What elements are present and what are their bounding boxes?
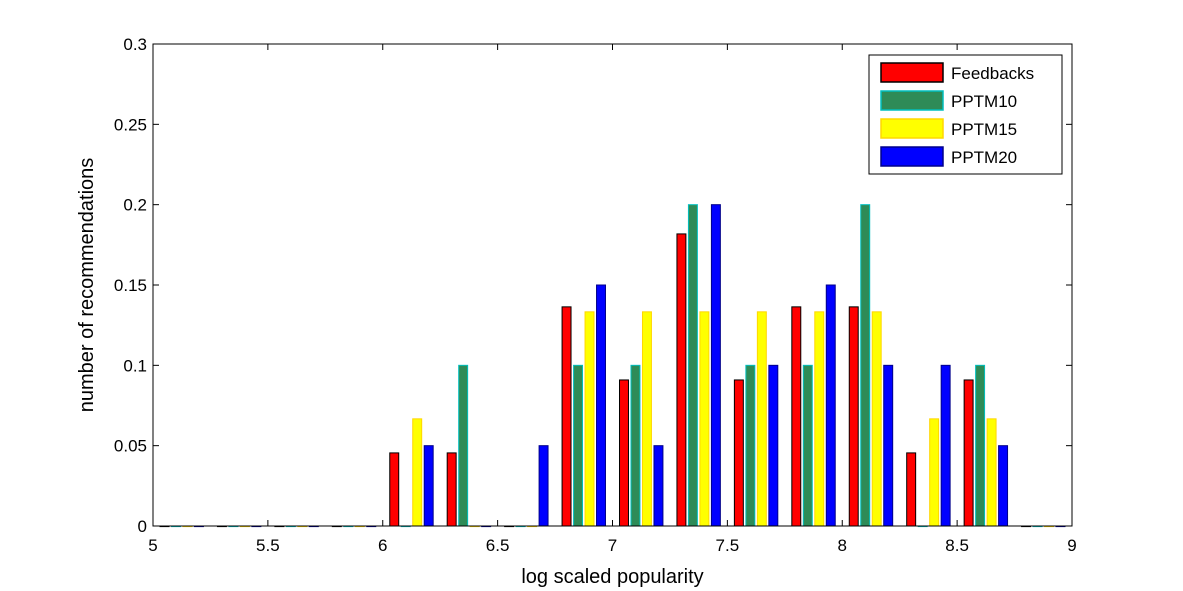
legend-label-pptm10: PPTM10 [951,92,1017,111]
y-tick-label: 0.2 [123,196,147,215]
bar-pptm20-8 [653,445,664,527]
bar-pptm10-9 [687,204,698,527]
x-tick-label: 7 [608,536,617,555]
x-tick-label: 6.5 [486,536,510,555]
y-tick-label: 0.3 [123,35,147,54]
bar-feedbacks-5 [446,452,457,527]
bar-pptm15-11 [814,311,825,527]
bar-pptm10-7 [573,364,584,527]
bar-pptm20-7 [596,284,606,527]
bar-feedbacks-8 [619,379,629,527]
y-tick-label: 0.1 [123,356,147,375]
y-tick-label: 0.25 [114,115,147,134]
bar-pptm20-10 [768,364,779,527]
y-tick-label: 0.15 [114,276,147,295]
legend-swatch-pptm15 [880,118,944,139]
bar-feedbacks-14 [963,379,974,527]
bar-pptm20-6 [538,445,549,527]
legend-label-pptm20: PPTM20 [951,148,1017,167]
y-tick-label: 0 [138,517,147,536]
legend-label-pptm15: PPTM15 [951,120,1017,139]
bar-feedbacks-4 [389,452,400,527]
bar-pptm15-7 [584,311,595,527]
bar-pptm10-5 [458,364,469,527]
bar-feedbacks-12 [848,306,859,527]
legend: Feedbacks PPTM10 PPTM15 PPTM20 [868,54,1063,175]
x-tick-label: 9 [1067,536,1076,555]
bar-feedbacks-9 [676,233,687,527]
bar-pptm15-9 [699,311,710,527]
bar-pptm15-10 [756,311,767,527]
x-tick-label: 7.5 [716,536,740,555]
bar-pptm20-9 [710,204,721,527]
y-tick-label: 0.05 [114,437,147,456]
bar-pptm10-12 [860,204,871,527]
bar-pptm15-8 [641,311,652,527]
x-tick-label: 8 [838,536,847,555]
x-tick-label: 6 [378,536,387,555]
bar-pptm15-14 [986,418,997,527]
bar-pptm15-12 [871,311,882,527]
bar-pptm20-12 [883,364,894,527]
bar-pptm20-11 [825,284,836,527]
bar-pptm10-11 [802,364,813,527]
bar-pptm10-14 [975,364,986,527]
bar-pptm10-10 [745,364,756,527]
x-tick-label: 8.5 [945,536,969,555]
x-tick-label: 5 [148,536,157,555]
bar-feedbacks-7 [561,306,572,527]
bar-pptm10-8 [630,364,641,527]
legend-swatch-pptm10 [880,90,944,111]
bar-feedbacks-13 [906,452,917,527]
x-tick-label: 5.5 [256,536,280,555]
legend-swatch-feedbacks [880,62,944,83]
bar-pptm15-4 [412,418,423,527]
x-axis: 5 5.5 6 6.5 7 7.5 8 8.5 9 [148,44,1077,555]
legend-swatch-pptm20 [880,146,944,167]
x-axis-title: log scaled popularity [521,566,703,588]
bar-pptm15-13 [929,418,940,527]
y-axis: 0 0.05 0.1 0.15 0.2 0.25 0.3 [114,35,1072,536]
bars-group [159,204,1066,528]
bar-pptm20-14 [998,445,1009,527]
bar-feedbacks-10 [733,379,744,527]
bar-pptm20-13 [940,364,951,527]
y-axis-title: number of recommendations [76,158,98,413]
bar-feedbacks-11 [791,306,802,527]
legend-label-feedbacks: Feedbacks [951,64,1034,83]
bar-pptm20-4 [423,445,434,527]
